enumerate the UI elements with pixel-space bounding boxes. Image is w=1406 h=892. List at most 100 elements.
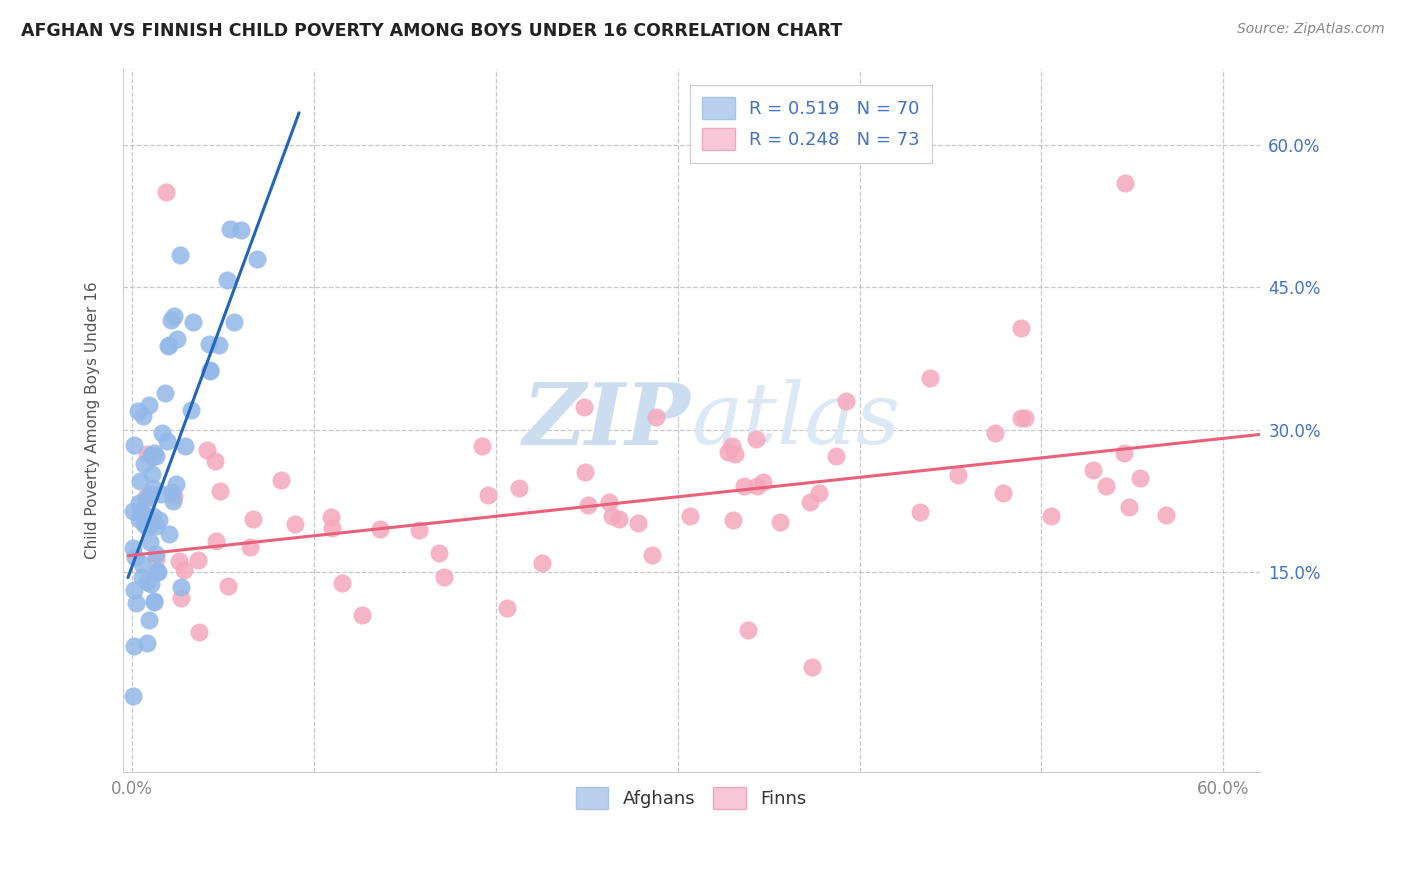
Point	[129, 474, 152, 488]
Point	[983, 425, 1005, 440]
Point	[1040, 508, 1063, 523]
Point	[143, 594, 166, 608]
Point	[720, 439, 742, 453]
Point	[174, 439, 197, 453]
Point	[131, 570, 153, 584]
Point	[769, 515, 792, 529]
Point	[142, 481, 165, 495]
Point	[598, 495, 620, 509]
Point	[801, 660, 824, 674]
Point	[737, 623, 759, 637]
Point	[141, 450, 163, 465]
Text: ZIP: ZIP	[523, 378, 692, 462]
Point	[723, 513, 745, 527]
Text: atlas: atlas	[692, 379, 900, 462]
Point	[1081, 463, 1104, 477]
Point	[183, 315, 205, 329]
Point	[1118, 500, 1140, 514]
Point	[145, 519, 167, 533]
Point	[574, 465, 596, 479]
Point	[208, 338, 231, 352]
Point	[150, 487, 173, 501]
Point	[208, 484, 231, 499]
Point	[157, 338, 180, 352]
Point	[127, 404, 149, 418]
Point	[142, 509, 165, 524]
Point	[408, 523, 430, 537]
Point	[138, 535, 160, 549]
Point	[136, 447, 159, 461]
Point	[195, 443, 218, 458]
Point	[205, 533, 228, 548]
Point	[1014, 411, 1036, 425]
Point	[242, 512, 264, 526]
Point	[146, 564, 169, 578]
Point	[352, 608, 374, 623]
Point	[218, 221, 240, 235]
Point	[122, 689, 145, 703]
Point	[124, 550, 146, 565]
Point	[991, 486, 1014, 500]
Point	[122, 504, 145, 518]
Point	[572, 400, 595, 414]
Point	[169, 248, 191, 262]
Point	[138, 398, 160, 412]
Point	[159, 313, 181, 327]
Point	[146, 565, 169, 579]
Point	[641, 548, 664, 562]
Point	[824, 449, 846, 463]
Point	[145, 547, 167, 561]
Point	[145, 449, 167, 463]
Point	[321, 521, 343, 535]
Point	[156, 434, 179, 448]
Point	[173, 563, 195, 577]
Point	[136, 509, 159, 524]
Point	[284, 517, 307, 532]
Point	[807, 486, 830, 500]
Point	[576, 498, 599, 512]
Point	[834, 393, 856, 408]
Point	[910, 504, 932, 518]
Point	[135, 520, 157, 534]
Point	[167, 554, 190, 568]
Point	[141, 467, 163, 481]
Point	[198, 363, 221, 377]
Point	[145, 552, 167, 566]
Point	[142, 446, 165, 460]
Point	[477, 488, 499, 502]
Point	[198, 337, 221, 351]
Point	[246, 252, 269, 266]
Point	[1112, 445, 1135, 459]
Point	[679, 508, 702, 523]
Point	[733, 479, 755, 493]
Point	[163, 489, 186, 503]
Point	[239, 540, 262, 554]
Point	[135, 491, 157, 506]
Point	[150, 426, 173, 441]
Point	[139, 487, 162, 501]
Point	[745, 432, 768, 446]
Point	[609, 512, 631, 526]
Point	[170, 591, 193, 605]
Point	[122, 541, 145, 555]
Y-axis label: Child Poverty Among Boys Under 16: Child Poverty Among Boys Under 16	[86, 282, 100, 559]
Point	[1010, 410, 1032, 425]
Point	[156, 339, 179, 353]
Point	[717, 445, 740, 459]
Legend: Afghans, Finns: Afghans, Finns	[568, 780, 814, 816]
Text: Source: ZipAtlas.com: Source: ZipAtlas.com	[1237, 22, 1385, 37]
Point	[131, 557, 153, 571]
Point	[165, 477, 187, 491]
Point	[231, 223, 253, 237]
Point	[321, 510, 343, 524]
Point	[128, 512, 150, 526]
Point	[180, 403, 202, 417]
Point	[215, 273, 238, 287]
Point	[132, 409, 155, 423]
Point	[600, 508, 623, 523]
Point	[370, 522, 392, 536]
Point	[471, 439, 494, 453]
Point	[160, 485, 183, 500]
Point	[530, 556, 553, 570]
Text: AFGHAN VS FINNISH CHILD POVERTY AMONG BOYS UNDER 16 CORRELATION CHART: AFGHAN VS FINNISH CHILD POVERTY AMONG BO…	[21, 22, 842, 40]
